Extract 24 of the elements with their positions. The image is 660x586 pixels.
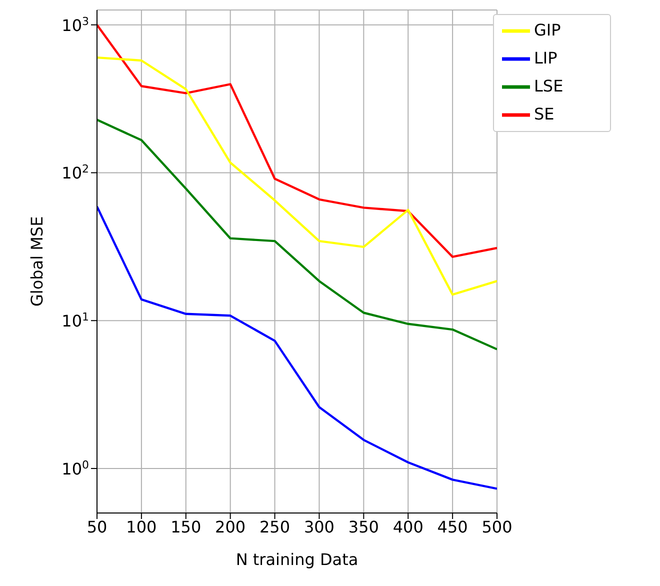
y-tick-label: 10$^{1}$ (62, 310, 89, 331)
x-tick-label: 350 (348, 517, 379, 536)
line-series (97, 206, 497, 490)
line-series (97, 56, 497, 296)
x-tick-label: 150 (170, 517, 202, 536)
x-tick-label: 100 (126, 517, 157, 536)
line-series (97, 24, 497, 258)
x-axis-title: N training Data (236, 550, 358, 569)
legend-label: LSE (534, 76, 564, 96)
x-tick-label: 400 (392, 517, 424, 536)
x-tick-label: 300 (304, 517, 334, 536)
x-tick-label: 450 (437, 517, 468, 536)
x-tick-label: 200 (215, 517, 246, 536)
legend-label: SE (534, 104, 554, 124)
legend-label: LIP (534, 48, 558, 68)
y-tick-label: 10$^{2}$ (62, 162, 89, 183)
line-series (97, 118, 497, 350)
x-tick-label: 250 (260, 517, 290, 536)
y-axis-title: Global MSE (28, 216, 47, 306)
x-tick-label: 50 (86, 517, 108, 536)
x-tick-label: 500 (482, 517, 512, 536)
y-tick-label: 10$^{0}$ (62, 458, 89, 478)
legend-label: GIP (534, 20, 561, 40)
y-tick-label: 10$^{3}$ (62, 14, 89, 35)
